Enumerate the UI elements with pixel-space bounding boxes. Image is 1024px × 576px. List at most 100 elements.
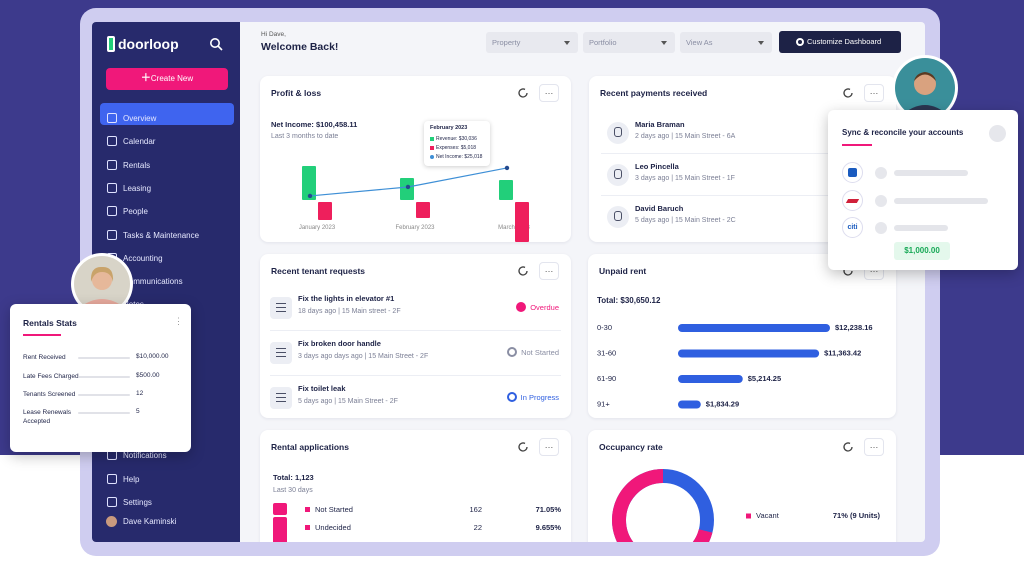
nav-item[interactable]: Help (123, 475, 140, 484)
create-new-button[interactable]: ＋Create New (106, 68, 228, 90)
stat-label: Rent Received (23, 354, 66, 361)
unpaid-rent-card: Unpaid rent Total: $30,650.12 0-30 $12,23… (588, 254, 896, 418)
nav-item[interactable]: Settings (123, 498, 152, 507)
stat-value: $10,000.00 (136, 353, 169, 360)
bar (678, 375, 743, 383)
user-avatar (106, 516, 117, 527)
amount: $1,000.00 (904, 246, 940, 255)
task-icon (270, 297, 292, 319)
status-label: Not Started (315, 505, 353, 514)
nav-item[interactable]: Overview (123, 114, 157, 123)
category-label: 0-30 (597, 323, 612, 332)
caret (661, 41, 667, 45)
period: Last 30 days (273, 487, 313, 494)
request-detail: 5 days ago | 15 Main Street - 2F (298, 398, 398, 405)
status-label: Not Started (521, 347, 559, 357)
status-label: Overdue (530, 302, 559, 312)
page-title: Welcome Back! (261, 41, 339, 53)
legend-swatch (746, 513, 751, 519)
search-icon[interactable] (209, 37, 223, 51)
requests-card: Recent tenant requests Fix the lights in… (260, 254, 571, 418)
task-line (276, 311, 286, 313)
category-label: 31-60 (597, 348, 616, 357)
task-line (276, 352, 286, 354)
x-tick-label: February 2023 (395, 225, 435, 231)
placeholder-bar (894, 198, 988, 204)
refresh-icon[interactable] (842, 87, 854, 99)
unpaid-rent-chart: 0-30 $12,238.16 31-60 $11,363.42 61-90 $5,214… (597, 323, 873, 409)
task-line (276, 307, 286, 309)
status-icon (507, 347, 518, 357)
gear-icon (796, 38, 804, 46)
value-label: 71% (9 Units) (833, 511, 881, 520)
nav-item[interactable]: Notifications (123, 451, 167, 460)
nav-item[interactable]: Leasing (123, 184, 152, 193)
legend-swatch (305, 507, 310, 512)
more-button[interactable]: … (864, 84, 884, 102)
filter-dropdown[interactable]: Property (486, 32, 578, 53)
separator (601, 153, 884, 154)
nav-item[interactable]: Tasks & Maintenance (123, 231, 200, 240)
user-name[interactable]: Dave Kaminski (123, 517, 177, 526)
payer-name: Leo Pincella (635, 162, 679, 171)
nav-item[interactable]: Calendar (123, 137, 156, 146)
task-line (276, 348, 286, 350)
net-income-point (307, 193, 313, 199)
stat-label: Late Fees Charged (23, 373, 79, 380)
nav-item[interactable]: Communications (123, 277, 183, 286)
filter-dropdown[interactable]: Portfolio (583, 32, 675, 53)
separator (270, 330, 561, 331)
value-label: $12,238.16 (835, 323, 873, 332)
customize-button[interactable]: Customize Dashboard (779, 31, 901, 53)
x-tick-label: March 2023 (498, 225, 530, 231)
nav-item[interactable]: Accounting (123, 254, 163, 263)
plus-icon: ＋ (140, 73, 151, 84)
refresh-arc (843, 442, 853, 452)
stat-line (78, 357, 130, 359)
task-icon (270, 342, 292, 364)
payment-detail: 5 days ago | 15 Main Street - 2C (635, 217, 736, 224)
refresh-icon[interactable] (517, 87, 529, 99)
more-icon[interactable]: ⋮ (174, 316, 183, 326)
stat-label: Tenants Screened (23, 391, 76, 398)
profit-loss-chart: January 2023 February 2023 March 2023 (299, 165, 531, 242)
underline (23, 334, 61, 336)
task-line (276, 356, 286, 358)
popup-title: Sync & reconcile your accounts (842, 128, 964, 137)
nav-icon (107, 113, 117, 123)
status: Overdue (516, 302, 559, 312)
value-label: $1,834.29 (706, 399, 739, 408)
stat-line (78, 394, 130, 396)
card-title: Profit & loss (271, 88, 322, 98)
refresh-icon[interactable] (517, 441, 529, 453)
underline (842, 144, 872, 146)
more-button[interactable]: … (539, 84, 559, 102)
more-button[interactable]: … (864, 438, 884, 456)
active-nav-highlight (100, 103, 234, 125)
request-detail: 3 days ago days ago | 15 Main Street - 2… (298, 353, 429, 360)
task-line (276, 393, 286, 395)
placeholder-bar (894, 170, 968, 176)
refresh-icon[interactable] (842, 441, 854, 453)
refresh-button[interactable] (989, 125, 1006, 142)
tooltip-title: February 2023 (430, 125, 468, 131)
more-button[interactable]: … (539, 438, 559, 456)
refresh-icon[interactable] (517, 265, 529, 277)
nav-item[interactable]: Rentals (123, 161, 151, 170)
more-button[interactable]: … (539, 262, 559, 280)
percent: 71.05% (535, 505, 561, 514)
separator (601, 195, 884, 196)
filter-dropdown[interactable]: View As (680, 32, 772, 53)
logo: doorloop (118, 36, 179, 52)
nav-item[interactable]: People (123, 207, 148, 216)
refresh-arc (518, 88, 528, 98)
legend-swatch (430, 137, 434, 141)
greeting: Hi Dave, (261, 31, 286, 38)
status-label: Undecided (315, 523, 351, 532)
card-title: Rental applications (271, 442, 349, 452)
expense-bar (515, 202, 529, 242)
logo-icon (107, 36, 115, 52)
status-label: In Progress (520, 392, 559, 402)
percent: 9.655% (535, 523, 561, 532)
